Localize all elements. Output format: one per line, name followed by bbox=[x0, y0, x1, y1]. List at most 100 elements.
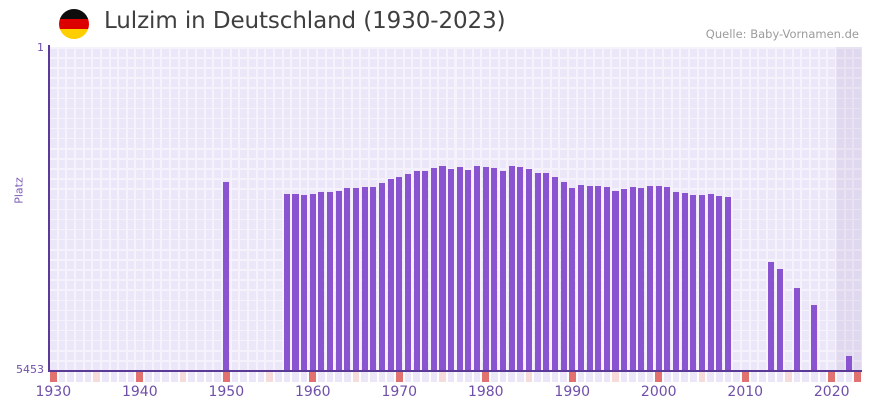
x-tick-cell bbox=[577, 372, 585, 382]
grid-row-gap bbox=[49, 158, 862, 160]
bar bbox=[456, 167, 463, 370]
x-tick-cell bbox=[707, 372, 714, 382]
grid-column bbox=[127, 47, 135, 370]
grid-column bbox=[767, 47, 775, 370]
bar bbox=[647, 186, 654, 370]
x-tick-cell bbox=[101, 372, 109, 382]
x-tick-cell bbox=[395, 372, 403, 382]
grid-row-gap bbox=[49, 309, 862, 312]
x-axis-tick-label: 2000 bbox=[640, 384, 677, 400]
flag-band-black bbox=[59, 9, 89, 19]
bar bbox=[664, 187, 671, 370]
x-tick-cell bbox=[84, 372, 92, 382]
grid-row-gap bbox=[49, 259, 862, 261]
grid-row-gap bbox=[49, 117, 862, 120]
grid-row-gap bbox=[49, 329, 862, 332]
x-tick-cell bbox=[629, 372, 637, 382]
x-tick-cell bbox=[188, 372, 196, 382]
bar bbox=[595, 186, 602, 370]
grid-column bbox=[819, 47, 827, 370]
x-tick-cell bbox=[145, 372, 152, 382]
x-tick-cell bbox=[58, 372, 66, 382]
grid-column bbox=[266, 47, 273, 370]
bar bbox=[603, 187, 610, 370]
bar bbox=[404, 174, 411, 370]
bar bbox=[474, 166, 481, 370]
bar bbox=[534, 173, 541, 370]
x-tick-cell bbox=[525, 372, 533, 382]
x-tick-cell bbox=[153, 372, 161, 382]
x-tick-cell bbox=[568, 372, 576, 382]
grid-column bbox=[750, 47, 758, 370]
grid-column bbox=[248, 47, 256, 370]
grid-row-gap bbox=[49, 47, 862, 49]
grid-row-gap bbox=[49, 339, 862, 342]
bar bbox=[621, 189, 628, 370]
bar bbox=[716, 195, 723, 370]
x-tick-cell bbox=[205, 372, 213, 382]
x-axis-tick-label: 1990 bbox=[554, 384, 591, 400]
x-tick-cell bbox=[222, 372, 230, 382]
bar bbox=[586, 186, 593, 370]
bar bbox=[525, 169, 533, 370]
x-axis-tick-label: 2010 bbox=[727, 384, 764, 400]
bar bbox=[724, 196, 731, 370]
grid-column bbox=[188, 47, 196, 370]
grid-column bbox=[231, 47, 239, 370]
grid-column bbox=[854, 47, 861, 370]
grid-row-gap bbox=[49, 299, 862, 302]
x-tick-cell bbox=[248, 372, 256, 382]
grid-column bbox=[145, 47, 152, 370]
bar bbox=[655, 186, 662, 370]
x-axis-tick-strip bbox=[49, 372, 862, 382]
bar bbox=[560, 181, 567, 370]
x-tick-cell bbox=[136, 372, 144, 382]
grid-row-gap bbox=[49, 137, 862, 140]
x-tick-cell bbox=[421, 372, 429, 382]
x-tick-cell bbox=[664, 372, 671, 382]
grid-row-gap bbox=[49, 198, 862, 201]
x-tick-cell bbox=[733, 372, 740, 382]
grid-row-gap bbox=[49, 249, 862, 251]
grid-column bbox=[110, 47, 118, 370]
x-tick-cell bbox=[93, 372, 100, 382]
grid-row-gap bbox=[49, 178, 862, 180]
bar bbox=[309, 193, 316, 370]
bar bbox=[370, 187, 377, 370]
bar bbox=[690, 194, 697, 370]
x-tick-cell bbox=[335, 372, 343, 382]
grid-column bbox=[845, 47, 853, 370]
grid-column bbox=[153, 47, 161, 370]
x-tick-cell bbox=[646, 372, 654, 382]
x-tick-cell bbox=[465, 372, 472, 382]
bar bbox=[638, 188, 645, 370]
bar bbox=[327, 191, 334, 370]
x-tick-cell bbox=[179, 372, 187, 382]
x-tick-cell bbox=[361, 372, 368, 382]
bar-series bbox=[49, 47, 862, 370]
x-tick-cell bbox=[171, 372, 178, 382]
bar bbox=[413, 171, 420, 370]
bar bbox=[422, 171, 429, 370]
grid-row-gap bbox=[49, 208, 862, 211]
x-tick-cell bbox=[586, 372, 593, 382]
x-tick-cell bbox=[283, 372, 291, 382]
x-tick-cell bbox=[551, 372, 559, 382]
x-tick-cell bbox=[387, 372, 394, 382]
x-tick-cell bbox=[274, 372, 282, 382]
grid-column bbox=[75, 47, 83, 370]
grid-row-gap bbox=[49, 319, 862, 322]
x-tick-cell bbox=[378, 372, 386, 382]
x-tick-cell bbox=[759, 372, 766, 382]
bar bbox=[612, 190, 619, 370]
grid-column bbox=[733, 47, 740, 370]
x-tick-cell bbox=[318, 372, 325, 382]
x-tick-cell bbox=[802, 372, 810, 382]
x-tick-cell bbox=[119, 372, 126, 382]
x-tick-cell bbox=[110, 372, 118, 382]
grid-row-gap bbox=[49, 97, 862, 100]
grid-column bbox=[793, 47, 801, 370]
x-axis-tick-label: 1980 bbox=[467, 384, 504, 400]
x-axis-tick-label: 1930 bbox=[35, 384, 72, 400]
x-tick-cell bbox=[638, 372, 645, 382]
